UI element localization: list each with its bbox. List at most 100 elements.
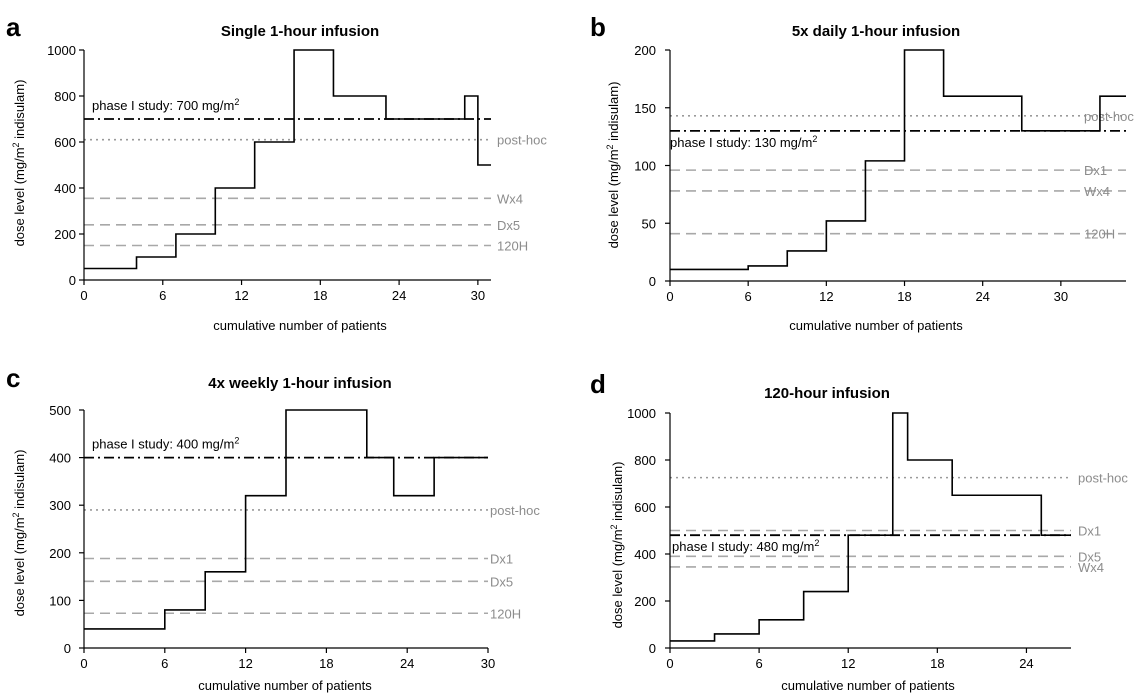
phase-label-a-sup: 2 [234,97,239,107]
y-tick-label-b: 0 [649,274,656,289]
plot-area-a: post-hoc Wx4 Dx5 120H phase I study: 700 mg/… [47,43,547,303]
x-axis-label-b: cumulative number of patients [789,318,963,333]
y-tick-label-d: 1000 [627,406,656,421]
chart-title-d: 120-hour infusion [764,385,890,402]
y-tick-label-d: 0 [649,641,656,656]
y-axis-label-a-main: dose level (mg/m [12,147,27,246]
phase-label-c-sup: 2 [234,436,239,446]
x-tick-label-a: 12 [234,288,248,303]
reference-label-d-dx1: Dx1 [1078,524,1101,539]
panel-c: c 4x weekly 1-hour infusion post-hoc Dx1 D… [6,363,540,693]
x-tick-label-c: 30 [481,656,495,671]
plot-area-c: post-hoc Dx1 Dx5 120H phase I study: 400 mg/… [49,403,540,671]
reference-label-a-wx4: Wx4 [497,191,523,206]
dose-step-line-d [670,412,1071,642]
phase-label-b: phase I study: 130 mg/m2 [670,134,817,150]
panel-b: b 5x daily 1-hour infusion post-hoc Dx1 Wx… [590,12,1134,333]
y-tick-label-a: 600 [54,135,76,150]
y-axis-label-c-sup: 2 [11,512,21,517]
phase-label-b-sup: 2 [812,134,817,144]
reference-label-d-wx4: Wx4 [1078,560,1104,575]
x-tick-label-b: 0 [666,289,673,304]
y-tick-label-c: 300 [49,498,71,513]
y-axis-label-b-tail: indisulam) [606,82,621,145]
panel-letter-a: a [6,12,21,42]
panel-letter-d: d [590,369,606,399]
y-axis-label-b: dose level (mg/m2 indisulam) [605,82,621,249]
x-axis-label-c: cumulative number of patients [198,678,372,693]
reference-label-b-dx1: Dx1 [1084,163,1107,178]
y-tick-label-a: 200 [54,227,76,242]
y-tick-label-b: 50 [642,216,656,231]
x-tick-label-a: 6 [159,288,166,303]
y-axis-label-c-tail: indisulam) [12,450,27,513]
phase-label-d-text: phase I study: 480 mg/m [672,539,814,554]
reference-label-b-120h: 120H [1084,227,1115,242]
reference-label-c-dx1: Dx1 [490,552,513,567]
y-tick-label-b: 200 [634,43,656,58]
reference-label-a-dx5: Dx5 [497,218,520,233]
reference-label-a-120h: 120H [497,239,528,254]
phase-label-c-text: phase I study: 400 mg/m [92,437,234,452]
x-tick-label-c: 0 [80,656,87,671]
y-tick-label-c: 500 [49,403,71,418]
y-tick-label-a: 0 [69,273,76,288]
x-tick-label-b: 12 [819,289,833,304]
y-tick-label-c: 0 [64,641,71,656]
y-axis-label-b-sup: 2 [605,144,615,149]
x-tick-label-a: 30 [471,288,485,303]
x-tick-label-d: 12 [841,656,855,671]
x-tick-label-a: 0 [80,288,87,303]
x-tick-label-d: 6 [755,656,762,671]
y-axis-label-a-sup: 2 [11,142,21,147]
reference-label-b-wx4: Wx4 [1084,184,1110,199]
chart-title-b: 5x daily 1-hour infusion [792,23,960,40]
x-tick-label-c: 18 [319,656,333,671]
y-tick-label-d: 800 [634,453,656,468]
reference-label-d-post-hoc: post-hoc [1078,471,1128,486]
y-axis-label-c-main: dose level (mg/m [12,517,27,616]
x-axis-label-a: cumulative number of patients [213,318,387,333]
x-tick-label-c: 6 [161,656,168,671]
x-tick-label-d: 0 [666,656,673,671]
y-tick-label-a: 1000 [47,43,76,58]
x-tick-label-d: 24 [1019,656,1033,671]
y-tick-label-b: 150 [634,101,656,116]
reference-label-b-post-hoc: post-hoc [1084,109,1134,124]
y-tick-label-b: 100 [634,159,656,174]
y-tick-label-c: 200 [49,546,71,561]
panel-letter-c: c [6,363,20,393]
plot-area-b: post-hoc Dx1 Wx4 120H phase I study: 130 mg/… [634,43,1134,304]
chart-title-c: 4x weekly 1-hour infusion [208,375,391,392]
reference-label-c-120h: 120H [490,606,521,621]
x-tick-label-c: 24 [400,656,414,671]
phase-label-a-text: phase I study: 700 mg/m [92,98,234,113]
panel-a: a Single 1-hour infusion post-hoc Wx4 Dx5 1… [6,12,547,333]
x-tick-label-c: 12 [238,656,252,671]
y-axis-label-b-main: dose level (mg/m [606,149,621,248]
y-axis-label-d-main: dose level (mg/m [610,529,625,628]
y-tick-label-a: 400 [54,181,76,196]
y-axis-label-c: dose level (mg/m2 indisulam) [11,450,27,617]
y-axis-label-a: dose level (mg/m2 indisulam) [11,80,27,247]
reference-label-a-post-hoc: post-hoc [497,133,547,148]
phase-label-d: phase I study: 480 mg/m2 [672,538,819,554]
reference-label-d-dx5: Dx5 [1078,549,1101,564]
y-axis-label-a-tail: indisulam) [12,80,27,143]
y-tick-label-d: 600 [634,500,656,515]
x-tick-label-b: 30 [1054,289,1068,304]
phase-label-b-text: phase I study: 130 mg/m [670,135,812,150]
x-tick-label-b: 24 [975,289,989,304]
reference-label-c-dx5: Dx5 [490,574,513,589]
y-tick-label-d: 200 [634,594,656,609]
x-tick-label-b: 18 [897,289,911,304]
x-axis-label-d: cumulative number of patients [781,678,955,693]
dose-step-line-c [84,409,488,630]
x-tick-label-a: 18 [313,288,327,303]
y-axis-label-d-tail: indisulam) [610,462,625,525]
panel-letter-b: b [590,12,606,42]
y-tick-label-d: 400 [634,547,656,562]
phase-label-d-sup: 2 [814,538,819,548]
